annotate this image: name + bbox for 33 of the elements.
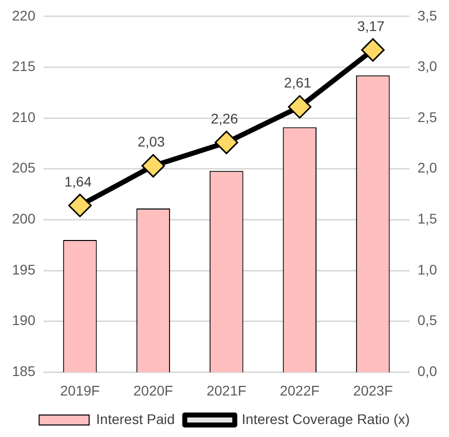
data-label: 3,17: [357, 18, 385, 34]
y2-tick-label: 3,0: [418, 58, 438, 74]
point: [214, 130, 238, 154]
data-label: 2,26: [210, 110, 238, 126]
x-tick-label: 2020F: [133, 382, 174, 398]
y2-tick-label: 2,0: [418, 160, 438, 176]
y-tick-label: 200: [12, 210, 36, 227]
y2-tick-label: 3,5: [418, 7, 438, 24]
y2-tick-label: 0,0: [418, 363, 438, 380]
x-tick-label: 2019F: [60, 382, 100, 398]
y-tick-label: 195: [12, 261, 36, 278]
legend-label: Interest Paid: [96, 410, 175, 427]
y-tick-label: 215: [12, 58, 36, 74]
y2-tick-label: 1,5: [418, 210, 438, 227]
x-tick-label: 2021F: [206, 382, 246, 398]
y-tick-label: 185: [12, 363, 36, 380]
data-label: 2,03: [138, 134, 166, 150]
point: [288, 95, 312, 119]
x-tick-label: 2023F: [353, 382, 393, 398]
point: [141, 154, 165, 178]
data-label: 2,61: [284, 74, 312, 91]
y-tick-label: 220: [12, 7, 36, 24]
y-tick-label: 205: [12, 160, 36, 176]
y-tick-label: 190: [12, 312, 36, 328]
legend-label: Interest Coverage Ratio (x): [242, 410, 410, 427]
x-tick-label: 2022F: [280, 382, 320, 398]
point: [361, 38, 385, 62]
y2-tick-label: 2,5: [418, 108, 438, 125]
data-label: 1,64: [64, 173, 92, 190]
y2-tick-label: 1,0: [418, 261, 438, 278]
y-tick-label: 210: [12, 108, 36, 125]
point: [68, 194, 92, 218]
y2-tick-label: 0,5: [418, 312, 438, 328]
